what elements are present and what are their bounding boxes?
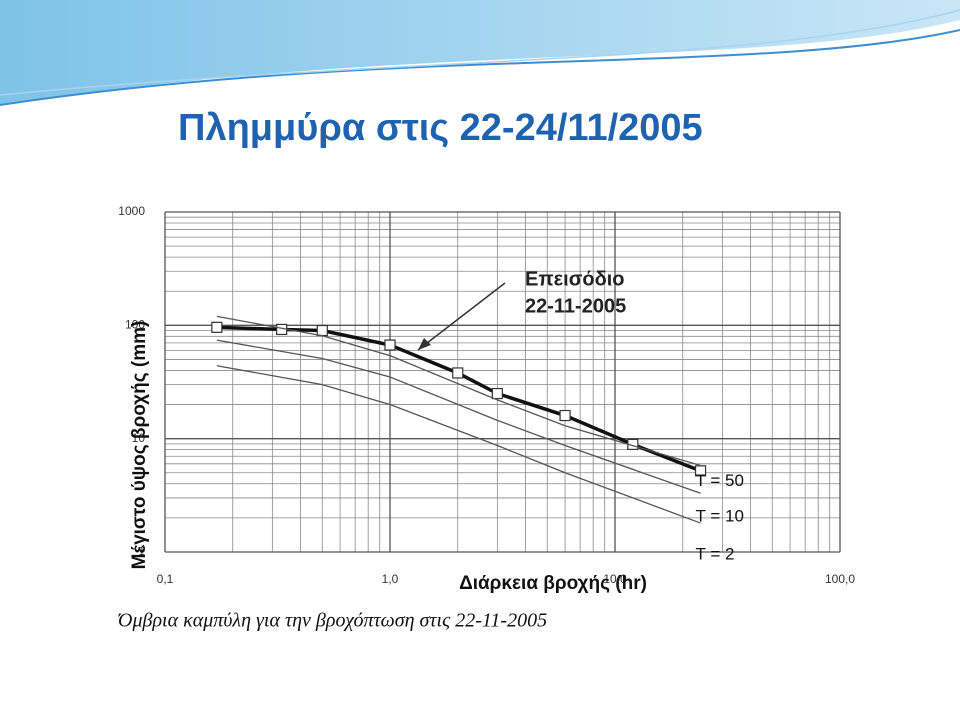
annotation-arrowhead xyxy=(418,338,431,350)
curve-label: T = 50 xyxy=(696,471,744,490)
header-wave-line xyxy=(0,9,960,96)
marker xyxy=(491,387,503,400)
annotation: Επεισόδιο xyxy=(525,268,625,290)
curve-line xyxy=(216,365,701,524)
curve-label: T = 10 xyxy=(696,507,744,526)
x-tick-label: 10,0 xyxy=(603,572,627,586)
y-tick-label: 100 xyxy=(125,318,145,332)
marker xyxy=(384,339,396,351)
marker xyxy=(452,367,464,379)
x-tick-label: 100,0 xyxy=(825,572,855,586)
caption: Όμβρια καμπύλη για την βροχόπτωση στις 2… xyxy=(118,610,547,632)
x-tick-label: 0,1 xyxy=(157,572,174,586)
annotation-arrow xyxy=(417,282,506,351)
marker xyxy=(559,409,571,422)
slide-title: Πλημμύρα στις 22-24/11/2005 xyxy=(178,107,703,149)
x-axis-label: Διάρκεια βροχής (hr) xyxy=(459,573,647,594)
annotation: 22-11-2005 xyxy=(525,295,626,317)
y-axis-label: Μέγιστο ύψος βροχής (mm) xyxy=(129,321,150,570)
y-tick-label: 1000 xyxy=(118,204,145,218)
marker xyxy=(211,321,223,333)
y-tick-label: 10 xyxy=(132,431,146,445)
marker xyxy=(694,465,707,477)
curve-label: T = 2 xyxy=(696,545,735,564)
header-wave-line xyxy=(0,29,960,106)
curve-line xyxy=(216,339,701,494)
y-tick-label: 1 xyxy=(138,544,145,558)
plot: 0,1 1,0 10,0 100,0 1 10 100 1000 Διάρκεια βροχής… xyxy=(118,204,855,594)
curve-line xyxy=(216,315,701,467)
header-wave xyxy=(0,0,960,105)
chart-panel xyxy=(108,195,863,600)
x-tick-label: 1,0 xyxy=(382,572,399,586)
marker xyxy=(316,324,328,337)
